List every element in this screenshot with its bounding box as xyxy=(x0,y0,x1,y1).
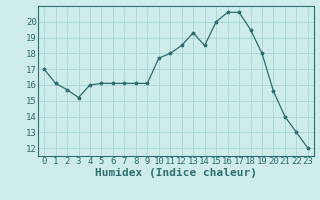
X-axis label: Humidex (Indice chaleur): Humidex (Indice chaleur) xyxy=(95,168,257,178)
